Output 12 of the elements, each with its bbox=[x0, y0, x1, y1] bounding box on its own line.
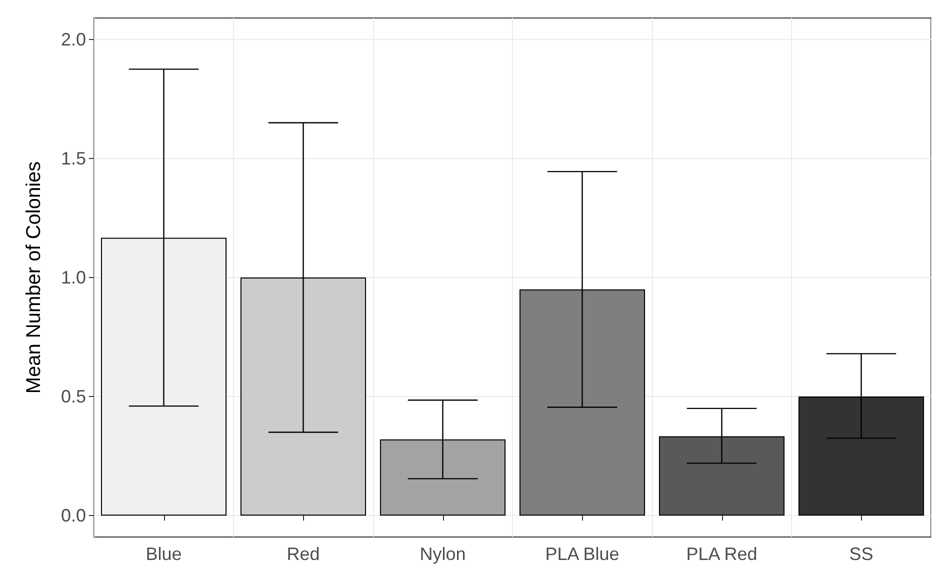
y-tick-label: 1.0 bbox=[60, 268, 86, 288]
y-tick-label: 2.0 bbox=[60, 29, 86, 50]
x-tick-label: PLA Blue bbox=[545, 544, 620, 564]
x-tick-label: PLA Red bbox=[686, 544, 758, 564]
y-axis-title: Mean Number of Colonies bbox=[23, 161, 45, 394]
y-tick-label: 0.0 bbox=[60, 506, 86, 526]
y-tick-label: 1.5 bbox=[60, 148, 86, 168]
y-tick-label: 0.5 bbox=[60, 386, 86, 407]
x-tick-label: Red bbox=[286, 544, 320, 564]
x-tick-label: Nylon bbox=[420, 544, 466, 564]
x-tick-label: SS bbox=[849, 544, 874, 564]
x-tick-label: Blue bbox=[146, 544, 182, 564]
